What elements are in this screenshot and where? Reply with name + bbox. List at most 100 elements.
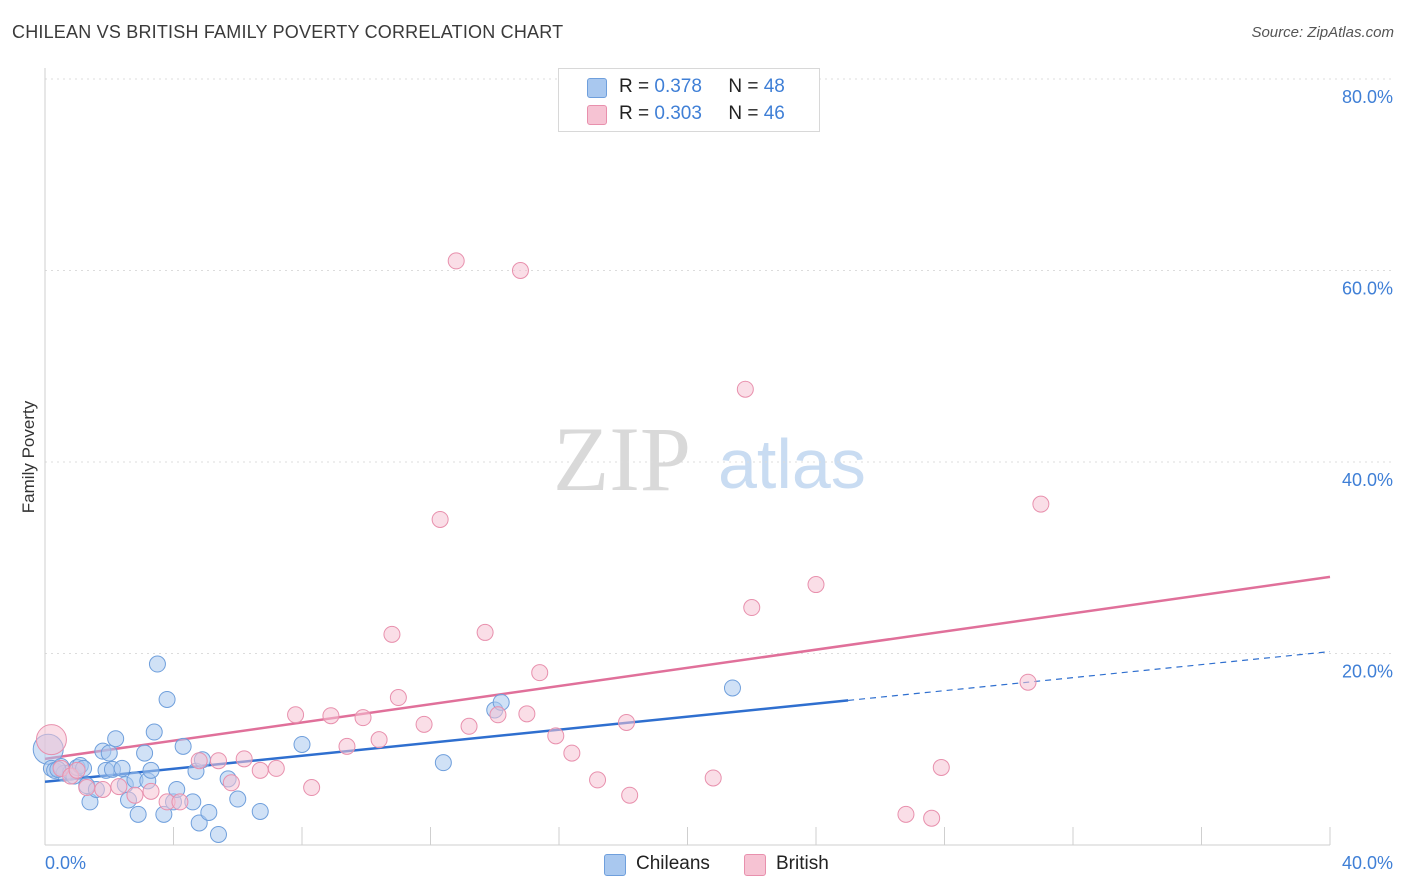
legend-n-value-british: 46 (763, 103, 785, 124)
data-point-british (431, 510, 449, 528)
data-point-british (547, 727, 565, 745)
watermark-zip: ZIP (553, 408, 691, 510)
stats-legend: R = 0.378 N = 48 R = 0.303 N = 46 (558, 68, 820, 132)
legend-n-label: N = (728, 76, 759, 97)
data-point-british (415, 715, 433, 733)
data-point-british (531, 664, 549, 682)
data-point-chileans (229, 790, 247, 808)
data-point-british (190, 752, 208, 770)
trendlines (44, 575, 1331, 784)
data-point-british (511, 262, 529, 279)
data-point-british (621, 786, 639, 804)
x-tick-label: 40.0% (1342, 853, 1393, 873)
data-point-british (518, 705, 536, 723)
data-point-british (923, 809, 941, 827)
series-chileans (32, 655, 741, 843)
data-point-chileans (293, 735, 311, 753)
data-point-british (563, 744, 581, 762)
data-point-british (303, 779, 321, 797)
data-point-chileans (142, 761, 160, 779)
data-point-british (736, 380, 754, 398)
data-point-chileans (129, 805, 147, 823)
data-point-british (209, 752, 227, 770)
trendline-british (44, 575, 1331, 761)
data-point-british (171, 793, 189, 811)
data-point-british (617, 713, 635, 731)
data-point-chileans (200, 803, 218, 821)
data-point-british (1019, 673, 1037, 691)
data-point-british (94, 780, 112, 798)
series-british (35, 252, 1050, 827)
y-tick-label: 80.0% (1342, 87, 1393, 107)
source-label: Source: ZipAtlas.com (1251, 24, 1394, 41)
bottom-legend-swatch-british (744, 854, 766, 876)
watermark-atlas: atlas (718, 425, 866, 503)
legend-r-value-british: 0.303 (654, 103, 702, 124)
legend-swatch-chileans (587, 78, 607, 98)
data-point-british (704, 769, 722, 787)
data-point-british (287, 706, 305, 724)
data-point-british (460, 717, 478, 735)
data-point-british (932, 758, 950, 776)
data-point-chileans (107, 730, 125, 748)
data-point-british (35, 724, 67, 756)
legend-r-label: R = (619, 76, 650, 97)
data-point-british (235, 750, 253, 768)
data-point-chileans (113, 759, 131, 777)
data-point-chileans (174, 737, 192, 755)
legend-r-label: R = (619, 103, 650, 124)
data-point-british (338, 737, 356, 755)
data-point-chileans (100, 744, 118, 762)
data-point-chileans (723, 679, 741, 697)
data-point-chileans (190, 814, 208, 832)
data-point-british (222, 774, 240, 792)
data-point-british (389, 689, 407, 707)
data-point-british (126, 786, 144, 804)
data-point-british (897, 805, 915, 823)
data-point-british (743, 599, 761, 617)
data-point-british (370, 731, 388, 749)
data-point-chileans (251, 802, 269, 820)
chart-title: CHILEAN VS BRITISH FAMILY POVERTY CORREL… (12, 22, 564, 42)
y-tick-label: 20.0% (1342, 662, 1393, 682)
data-point-chileans (145, 723, 163, 741)
y-tick-label: 60.0% (1342, 279, 1393, 299)
data-point-chileans (158, 690, 176, 708)
legend-r-value-chileans: 0.378 (654, 76, 702, 97)
data-point-british (78, 779, 96, 797)
data-point-british (110, 778, 128, 796)
trendline-extension-chileans (848, 650, 1331, 702)
data-point-british (251, 761, 269, 779)
legend-swatch-british (587, 105, 607, 125)
y-tick-label: 40.0% (1342, 470, 1393, 490)
data-point-british (142, 782, 160, 800)
data-point-british (383, 625, 401, 643)
tick-labels: 20.0% 40.0% 60.0% 80.0% 0.0% 40.0% (45, 87, 1393, 873)
legend-n-label: N = (728, 103, 759, 124)
x-tick-label: 0.0% (45, 853, 86, 873)
data-point-british (476, 623, 494, 641)
bottom-legend-swatch-chileans (604, 854, 626, 876)
data-point-british (447, 252, 465, 270)
bottom-legend-label-british: British (776, 853, 829, 874)
data-points (32, 252, 1050, 843)
data-point-british (354, 709, 372, 727)
data-point-british (322, 707, 340, 725)
data-point-british (589, 771, 607, 789)
data-point-chileans (148, 655, 166, 673)
data-point-british (489, 706, 507, 724)
data-point-british (68, 761, 86, 779)
y-axis-label: Family Poverty (19, 400, 38, 513)
data-point-chileans (434, 754, 452, 772)
legend-n-value-chileans: 48 (763, 76, 785, 97)
data-point-british (1032, 495, 1050, 513)
data-point-british (267, 759, 285, 777)
axes (44, 68, 1331, 846)
data-point-chileans (209, 825, 227, 843)
watermark: ZIP atlas (553, 408, 866, 510)
grid-lines (45, 78, 1395, 654)
bottom-legend-label-chileans: Chileans (636, 853, 710, 874)
data-point-british (807, 576, 825, 594)
data-point-chileans (136, 744, 154, 762)
